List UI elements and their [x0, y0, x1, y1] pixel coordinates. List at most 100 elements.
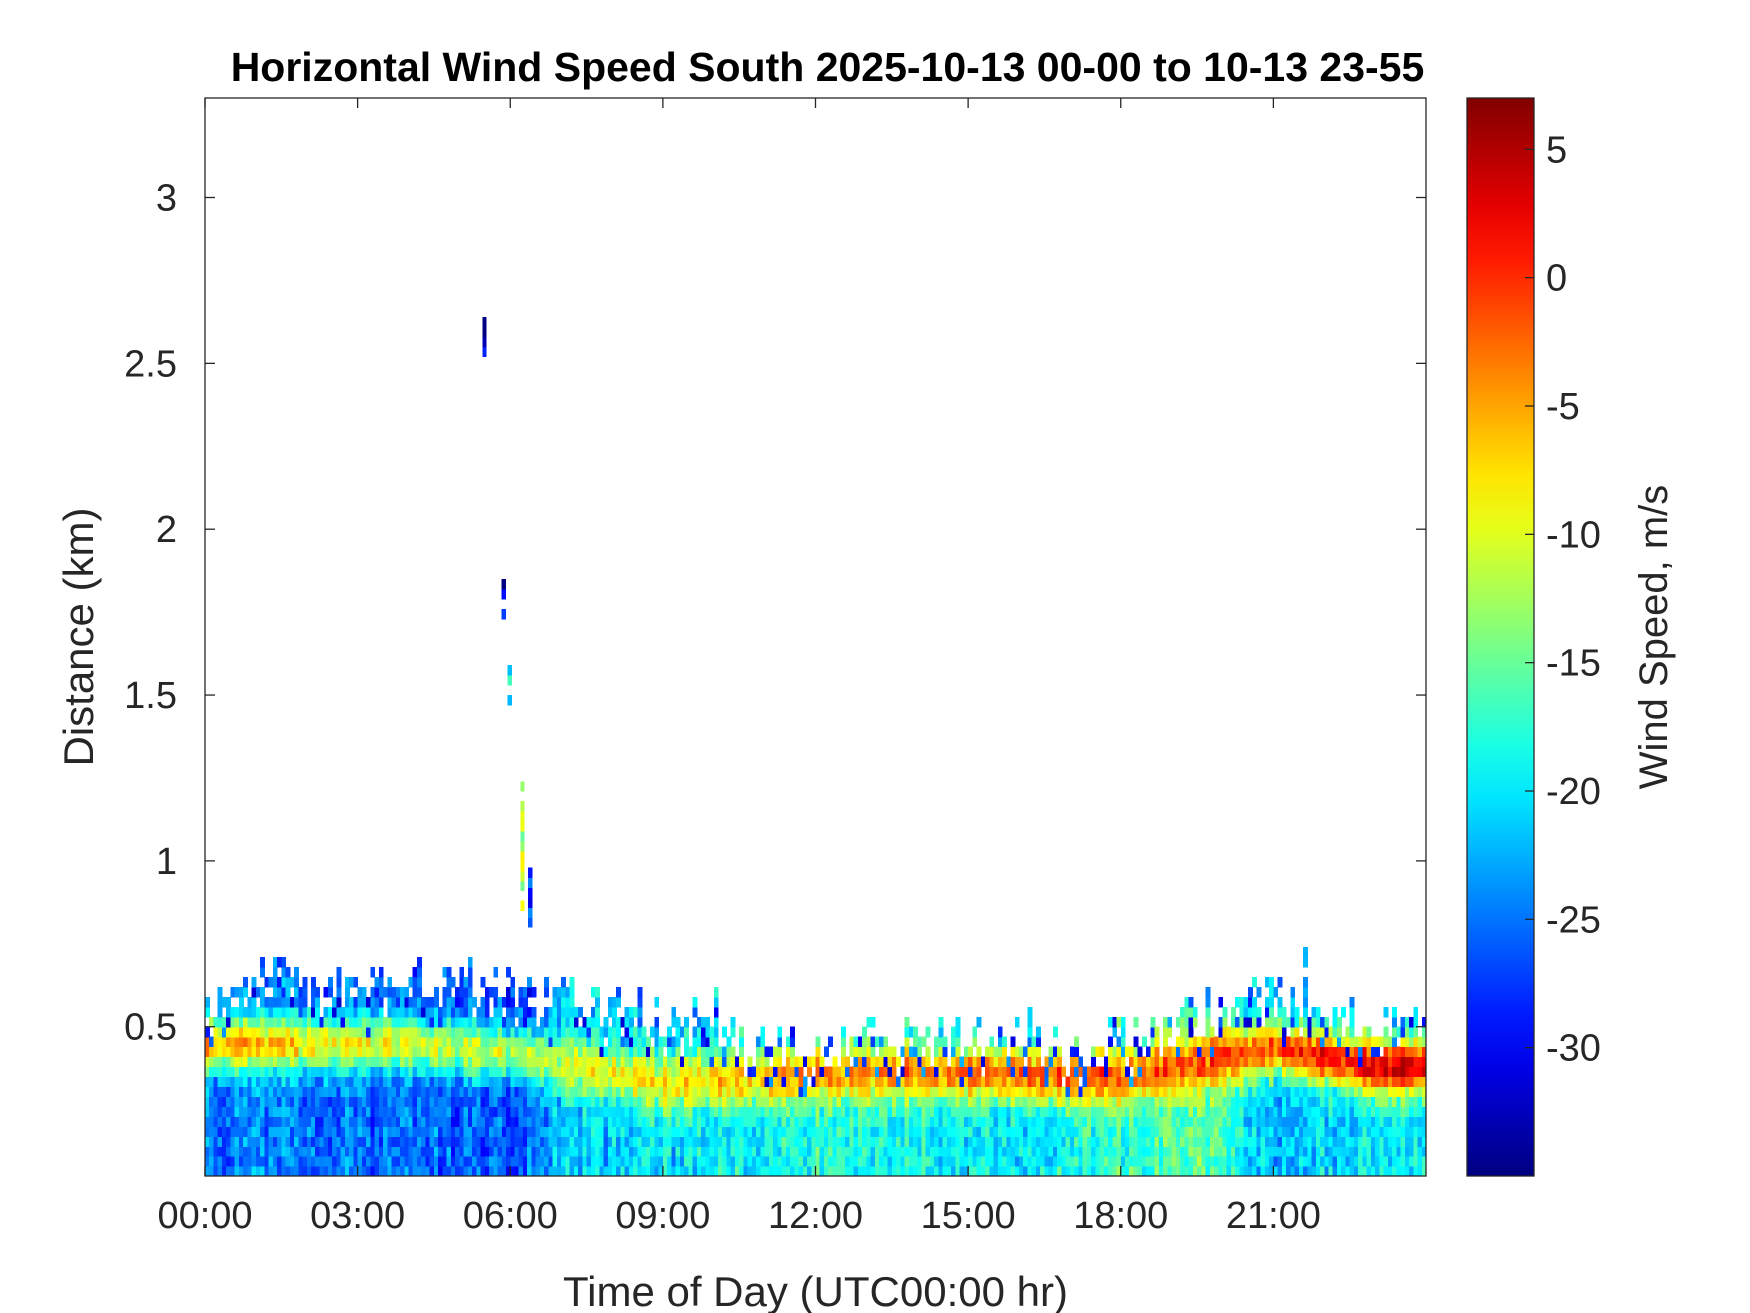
- heatmap-cell: [344, 1016, 350, 1028]
- heatmap-cell: [510, 1006, 516, 1018]
- heatmap-cell: [925, 1096, 931, 1107]
- heatmap-cell: [934, 1166, 940, 1177]
- heatmap-cell: [739, 1126, 745, 1137]
- heatmap-cell: [217, 1106, 223, 1117]
- heatmap-cell: [1370, 1086, 1376, 1097]
- heatmap-cell: [1124, 1136, 1130, 1147]
- heatmap-cell: [760, 1026, 766, 1038]
- heatmap-cell: [1061, 1136, 1067, 1147]
- heatmap-cell: [1171, 1066, 1177, 1078]
- heatmap-cell: [264, 1026, 270, 1038]
- heatmap-cell: [828, 1156, 834, 1167]
- heatmap-cell: [1061, 1126, 1067, 1137]
- colorbar-tick-label: 5: [1546, 129, 1567, 171]
- heatmap-cell: [1031, 1156, 1037, 1167]
- heatmap-cell: [1256, 1166, 1262, 1177]
- heatmap-cell: [853, 1036, 859, 1048]
- heatmap-cell: [561, 1086, 566, 1097]
- heatmap-cell: [798, 1086, 804, 1097]
- heatmap-cell: [1336, 1036, 1342, 1048]
- heatmap-cell: [692, 1066, 698, 1078]
- heatmap-cell: [739, 1086, 745, 1097]
- heatmap-cell: [527, 1066, 533, 1078]
- heatmap-cell: [896, 1106, 901, 1117]
- heatmap-cell: [573, 1166, 579, 1177]
- heatmap-cell: [395, 1156, 401, 1167]
- heatmap-cell: [510, 1076, 516, 1088]
- heatmap-cell: [484, 1026, 490, 1038]
- heatmap-cell: [1413, 1016, 1419, 1028]
- heatmap-cell: [455, 1166, 460, 1177]
- heatmap-cell: [1226, 1036, 1232, 1048]
- heatmap-cell: [751, 1066, 757, 1078]
- heatmap-cell: [425, 1136, 431, 1147]
- heatmap-cell: [1091, 1166, 1096, 1177]
- heatmap-cell: [1230, 1076, 1236, 1088]
- heatmap-cell: [400, 1136, 405, 1147]
- heatmap-cell: [1222, 1146, 1228, 1157]
- heatmap-cell: [527, 1166, 533, 1177]
- heatmap-cell: [832, 1106, 838, 1117]
- heatmap-cell: [243, 1106, 248, 1117]
- heatmap-cell: [472, 1126, 477, 1137]
- heatmap-cell: [764, 1086, 770, 1097]
- heatmap-cell: [612, 1076, 617, 1088]
- heatmap-cell: [255, 1166, 261, 1177]
- heatmap-cell: [972, 1136, 978, 1147]
- heatmap-cell: [684, 1096, 689, 1107]
- heatmap-cell: [616, 1076, 622, 1088]
- heatmap-cell: [823, 1116, 829, 1127]
- heatmap-cell: [518, 1116, 524, 1127]
- heatmap-cell: [671, 1126, 677, 1137]
- heatmap-cell: [544, 1116, 550, 1127]
- heatmap-cell: [319, 1036, 325, 1048]
- heatmap-cell: [879, 1146, 884, 1157]
- heatmap-cell: [438, 1046, 444, 1058]
- heatmap-cell: [226, 1116, 232, 1127]
- heatmap-cell: [696, 1126, 702, 1137]
- heatmap-cell: [446, 1136, 452, 1147]
- heatmap-cell: [497, 1146, 503, 1157]
- heatmap-cell: [438, 1026, 444, 1038]
- heatmap-cell: [1290, 1086, 1296, 1097]
- heatmap-cell: [590, 1166, 596, 1177]
- heatmap-cell: [277, 1076, 282, 1088]
- heatmap-cell: [1379, 1086, 1385, 1097]
- heatmap-cell: [1324, 1026, 1330, 1038]
- heatmap-cell: [671, 1046, 677, 1058]
- heatmap-cell: [302, 1076, 308, 1088]
- heatmap-cell: [989, 1036, 995, 1048]
- heatmap-cell: [319, 1106, 325, 1117]
- heatmap-cell: [1192, 1146, 1198, 1157]
- heatmap-cell: [1324, 1086, 1330, 1097]
- heatmap-cell: [654, 1106, 660, 1117]
- heatmap-cell: [849, 1116, 855, 1127]
- heatmap-cell: [874, 1166, 880, 1177]
- heatmap-cell: [1303, 996, 1308, 1008]
- heatmap-cell: [1205, 1006, 1211, 1018]
- heatmap-cell: [696, 1076, 702, 1088]
- heatmap-cell: [866, 1156, 872, 1167]
- heatmap-cell: [272, 1066, 278, 1078]
- heatmap-cell: [624, 1046, 630, 1058]
- heatmap-cell: [361, 1156, 367, 1167]
- heatmap-cell: [383, 1146, 388, 1157]
- heatmap-cell: [1349, 1066, 1355, 1078]
- heatmap-cell: [628, 1096, 634, 1107]
- heatmap-cell: [1035, 1046, 1041, 1058]
- heatmap-cell: [819, 1096, 825, 1107]
- heatmap-cell: [1120, 1056, 1126, 1068]
- heatmap-cell: [1082, 1076, 1088, 1088]
- heatmap-cell: [819, 1126, 825, 1137]
- heatmap-cell: [433, 1086, 439, 1097]
- heatmap-cell: [823, 1066, 829, 1078]
- heatmap-cell: [641, 1086, 647, 1097]
- heatmap-cell: [1298, 1076, 1304, 1088]
- heatmap-cell: [285, 1106, 291, 1117]
- heatmap-cell: [633, 1086, 639, 1097]
- heatmap-cell: [650, 1146, 655, 1157]
- heatmap-cell: [260, 1066, 265, 1078]
- heatmap-cell: [264, 1036, 270, 1048]
- heatmap-cell: [264, 1086, 270, 1097]
- heatmap-cell: [1154, 1026, 1160, 1038]
